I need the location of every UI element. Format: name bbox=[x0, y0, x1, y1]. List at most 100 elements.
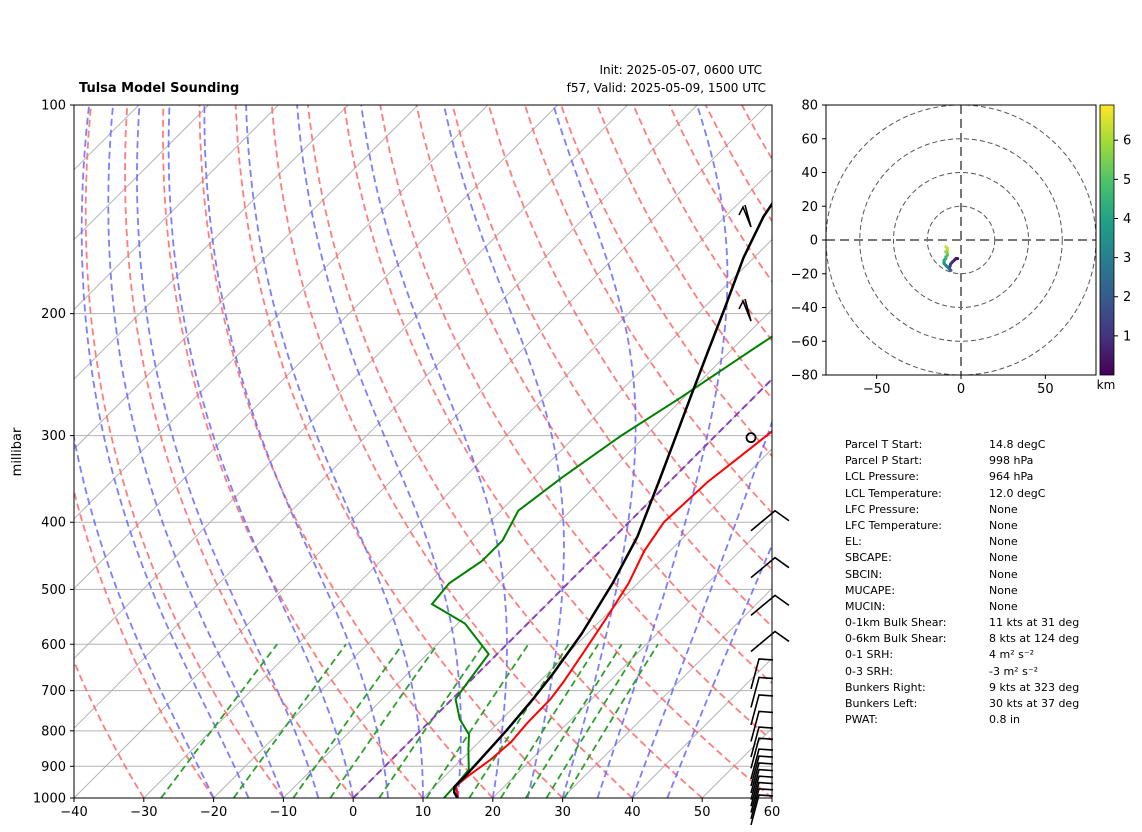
stats-label: 0-3 SRH: bbox=[845, 664, 894, 678]
colorbar-tick-label: 6 bbox=[1123, 134, 1131, 149]
hodograph-y-tick-label: −80 bbox=[791, 369, 818, 384]
hodograph-x-tick-label: 0 bbox=[957, 382, 965, 397]
isotherm bbox=[283, 308, 772, 798]
wind-barb bbox=[738, 298, 752, 322]
hodograph-segment bbox=[944, 245, 949, 250]
dry-adiabat bbox=[560, 105, 772, 458]
stats-row: 0-6km Bulk Shear: 8 kts at 124 deg bbox=[845, 631, 1125, 647]
init-time: Init: 2025-05-07, 0600 UTC bbox=[599, 63, 762, 77]
mixing-ratio-line bbox=[425, 643, 530, 798]
x-tick-label: −20 bbox=[200, 805, 227, 820]
dry-adiabat bbox=[84, 105, 285, 798]
wind-barb bbox=[750, 762, 774, 794]
stats-label: Bunkers Left: bbox=[845, 697, 918, 710]
x-tick-label: 60 bbox=[764, 805, 781, 820]
stats-row: PWAT: 0.8 in bbox=[845, 712, 1125, 728]
stats-value: None bbox=[989, 567, 1018, 581]
mixing-ratio-line bbox=[232, 643, 347, 798]
isotherm bbox=[213, 238, 772, 798]
y-tick-label: 400 bbox=[41, 516, 66, 531]
y-tick-label: 100 bbox=[41, 99, 66, 114]
skewt-background-lines bbox=[74, 105, 772, 798]
hodograph-ticks: −50 0 50 −80 −60 −40 −20 0 20 40 60 80 bbox=[791, 99, 1054, 398]
temperature-profile bbox=[455, 430, 772, 798]
dry-adiabat bbox=[379, 105, 772, 742]
stats-value: None bbox=[989, 502, 1018, 516]
stats-label: LFC Temperature: bbox=[845, 518, 943, 532]
dry-adiabat bbox=[524, 105, 772, 515]
stats-row: 0-3 SRH: -3 m² s⁻² bbox=[845, 664, 1125, 680]
y-tick-label: 500 bbox=[41, 583, 66, 598]
isotherm bbox=[74, 105, 419, 450]
wind-barb bbox=[750, 556, 790, 579]
x-tick-label: −40 bbox=[60, 805, 87, 820]
stats-value: 8 kts at 124 deg bbox=[989, 632, 1080, 646]
stats-label: MUCIN: bbox=[845, 599, 886, 613]
wind-barb bbox=[750, 694, 774, 726]
stats-value: 12.0 degC bbox=[989, 486, 1046, 500]
dry-adiabat bbox=[74, 658, 145, 798]
stats-value: 30 kts at 37 deg bbox=[989, 697, 1080, 710]
colorbar-ticks: 1 2 3 4 5 6 bbox=[1114, 134, 1131, 344]
stats-row: LCL Temperature: 12.0 degC bbox=[845, 486, 1125, 502]
stats-row: SBCIN: None bbox=[845, 567, 1125, 583]
stats-label: SBCAPE: bbox=[845, 551, 892, 565]
wind-barbs bbox=[738, 204, 790, 826]
isotherm bbox=[74, 105, 279, 311]
hodograph-panel: −50 0 50 −80 −60 −40 −20 0 20 40 60 80 1 2 3 4 5 6 km bbox=[791, 99, 1132, 398]
stats-value: None bbox=[989, 535, 1018, 549]
hodograph-x-tick-label: 50 bbox=[1037, 382, 1054, 397]
hodograph-y-tick-label: −60 bbox=[791, 335, 818, 350]
moist-adiabat bbox=[107, 105, 285, 798]
chart-title: Tulsa Model Sounding bbox=[79, 81, 239, 96]
stats-row: MUCIN: None bbox=[845, 599, 1125, 615]
mixing-ratio-line bbox=[563, 643, 659, 798]
dry-adiabat bbox=[270, 105, 634, 798]
colorbar-tick-label: 3 bbox=[1123, 251, 1131, 266]
dry-adiabat bbox=[234, 105, 564, 798]
wind-barb bbox=[750, 781, 774, 813]
wind-barb bbox=[750, 755, 774, 787]
isotherm bbox=[74, 105, 349, 380]
wind-barb bbox=[750, 768, 774, 800]
moist-adiabat bbox=[203, 105, 389, 798]
x-tick-label: 50 bbox=[694, 805, 711, 820]
hodograph-rings bbox=[826, 105, 1096, 375]
stats-value: None bbox=[989, 583, 1018, 597]
colorbar bbox=[1099, 104, 1115, 376]
stats-label: 0-6km Bulk Shear: bbox=[845, 632, 947, 646]
stats-label: 0-1km Bulk Shear: bbox=[845, 616, 947, 630]
wind-barb bbox=[750, 737, 774, 769]
moist-adiabat bbox=[167, 105, 355, 798]
mixing-ratio-line bbox=[500, 643, 600, 798]
stats-row: 0-1km Bulk Shear: 11 kts at 31 deg bbox=[845, 615, 1125, 631]
stats-value: None bbox=[989, 518, 1018, 532]
stats-row: Bunkers Right: 9 kts at 323 deg bbox=[845, 680, 1125, 696]
stats-row: LFC Temperature: None bbox=[845, 518, 1125, 534]
moist-adiabat bbox=[596, 105, 729, 798]
dry-adiabat bbox=[415, 105, 772, 685]
parcel-profile bbox=[453, 201, 772, 798]
y-axis-label: millibar bbox=[10, 427, 25, 476]
wind-barb bbox=[750, 594, 790, 616]
stats-value: None bbox=[989, 599, 1018, 613]
wind-barb bbox=[750, 509, 790, 532]
stats-label: PWAT: bbox=[845, 713, 878, 727]
stats-value: None bbox=[989, 551, 1018, 565]
dry-adiabat bbox=[307, 105, 703, 798]
stats-label: EL: bbox=[845, 535, 862, 549]
stats-label: MUCAPE: bbox=[845, 583, 896, 597]
colorbar-tick-label: 2 bbox=[1123, 290, 1131, 305]
dry-adiabat bbox=[124, 105, 354, 798]
y-tick-label: 1000 bbox=[33, 792, 66, 807]
hodograph-x-tick-label: −50 bbox=[863, 382, 890, 397]
stats-value: 998 hPa bbox=[989, 454, 1034, 468]
zero-isotherm bbox=[352, 377, 772, 798]
wind-barb bbox=[750, 787, 774, 820]
hodograph-y-tick-label: 0 bbox=[810, 234, 818, 249]
wind-barb bbox=[750, 710, 774, 742]
stats-value: 964 hPa bbox=[989, 470, 1034, 484]
hodograph-y-tick-label: 20 bbox=[801, 200, 818, 215]
calm-wind-marker bbox=[745, 432, 757, 444]
